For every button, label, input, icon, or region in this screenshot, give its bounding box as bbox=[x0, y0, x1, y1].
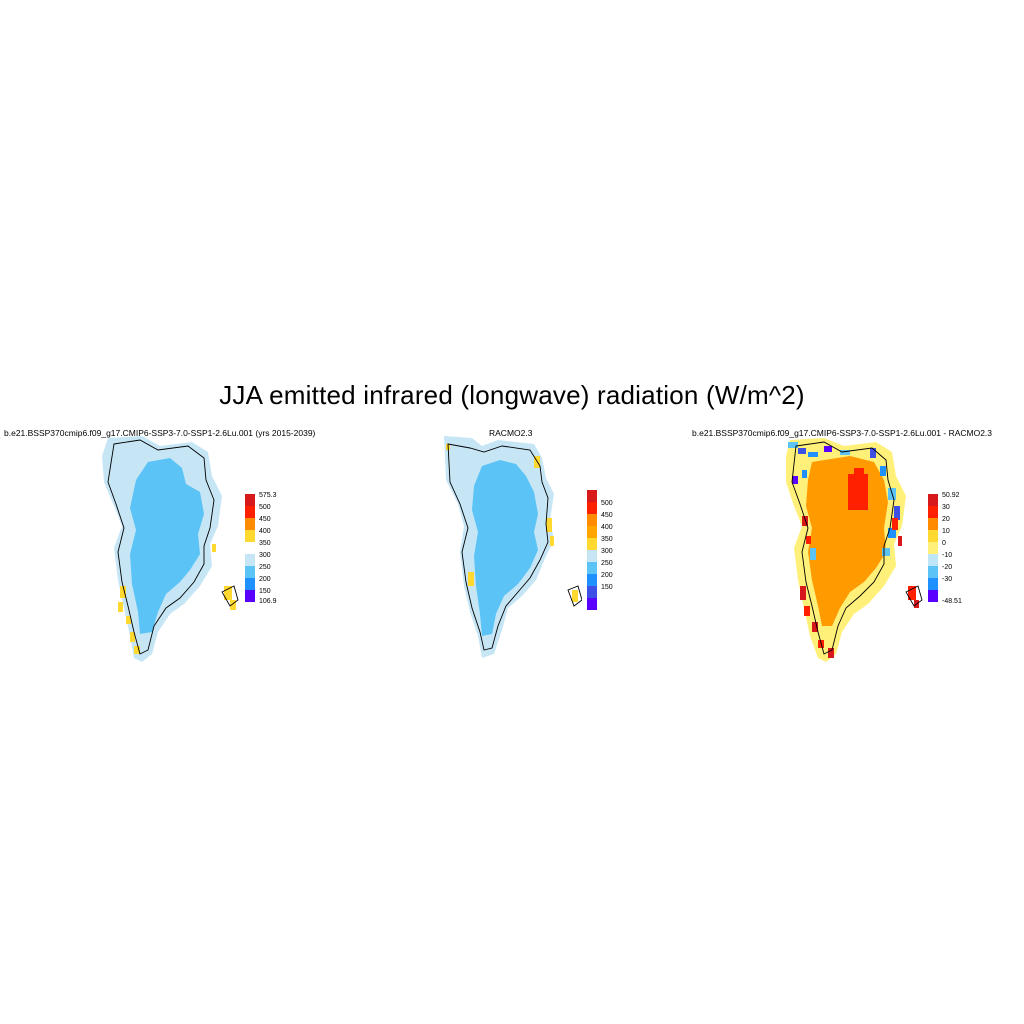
greenland-interior bbox=[472, 460, 538, 636]
colorbar-label: 150 bbox=[259, 588, 271, 595]
coastline bbox=[107, 439, 239, 655]
map-obs bbox=[444, 436, 582, 658]
colorbar-label: 300 bbox=[259, 552, 271, 559]
colorbar-label: 300 bbox=[601, 548, 613, 555]
colorbar-label: 200 bbox=[259, 576, 271, 583]
colorbar-label: 350 bbox=[259, 540, 271, 547]
colorbar-label: -10 bbox=[942, 552, 953, 559]
coast-warm-cells bbox=[118, 544, 236, 654]
map-model bbox=[102, 436, 239, 662]
colorbar-label: 450 bbox=[601, 512, 613, 519]
coastline bbox=[791, 441, 923, 655]
colorbar-label: 50.92 bbox=[942, 492, 960, 499]
greenland-interior bbox=[130, 458, 204, 634]
colorbar-label: 400 bbox=[601, 524, 613, 531]
colorbar-label: 500 bbox=[601, 500, 613, 507]
colorbar-label: 500 bbox=[259, 504, 271, 511]
colorbar-label: 450 bbox=[259, 516, 271, 523]
colorbar-label: -48.51 bbox=[942, 598, 962, 605]
colorbar-label: 200 bbox=[601, 572, 613, 579]
colorbar-label: -20 bbox=[942, 564, 953, 571]
colorbar-label: 0 bbox=[942, 540, 946, 547]
colorbar-label: 106.9 bbox=[259, 598, 277, 605]
colorbar-label: 250 bbox=[259, 564, 271, 571]
colorbar-label: 30 bbox=[942, 504, 950, 511]
diff-strong-region bbox=[848, 468, 868, 510]
figure-title: JJA emitted infrared (longwave) radiatio… bbox=[219, 380, 805, 410]
colorbar-label: 20 bbox=[942, 516, 950, 523]
colorbar-label: 250 bbox=[601, 560, 613, 567]
coastline bbox=[447, 443, 582, 651]
panel-title-model: b.e21.BSSP370cmip6.f09_g17.CMIP6-SSP3-7.… bbox=[4, 428, 316, 438]
colorbar-label: 150 bbox=[601, 584, 613, 591]
colorbar-label: 575.3 bbox=[259, 492, 277, 499]
map-diff bbox=[786, 438, 923, 662]
colorbar-label: -30 bbox=[942, 576, 953, 583]
colorbar-label: 400 bbox=[259, 528, 271, 535]
colorbar-label: 10 bbox=[942, 528, 950, 535]
colorbar-label: 350 bbox=[601, 536, 613, 543]
panel-title-obs: RACMO2.3 bbox=[489, 428, 533, 438]
panel-title-diff: b.e21.BSSP370cmip6.f09_g17.CMIP6-SSP3-7.… bbox=[692, 428, 993, 438]
